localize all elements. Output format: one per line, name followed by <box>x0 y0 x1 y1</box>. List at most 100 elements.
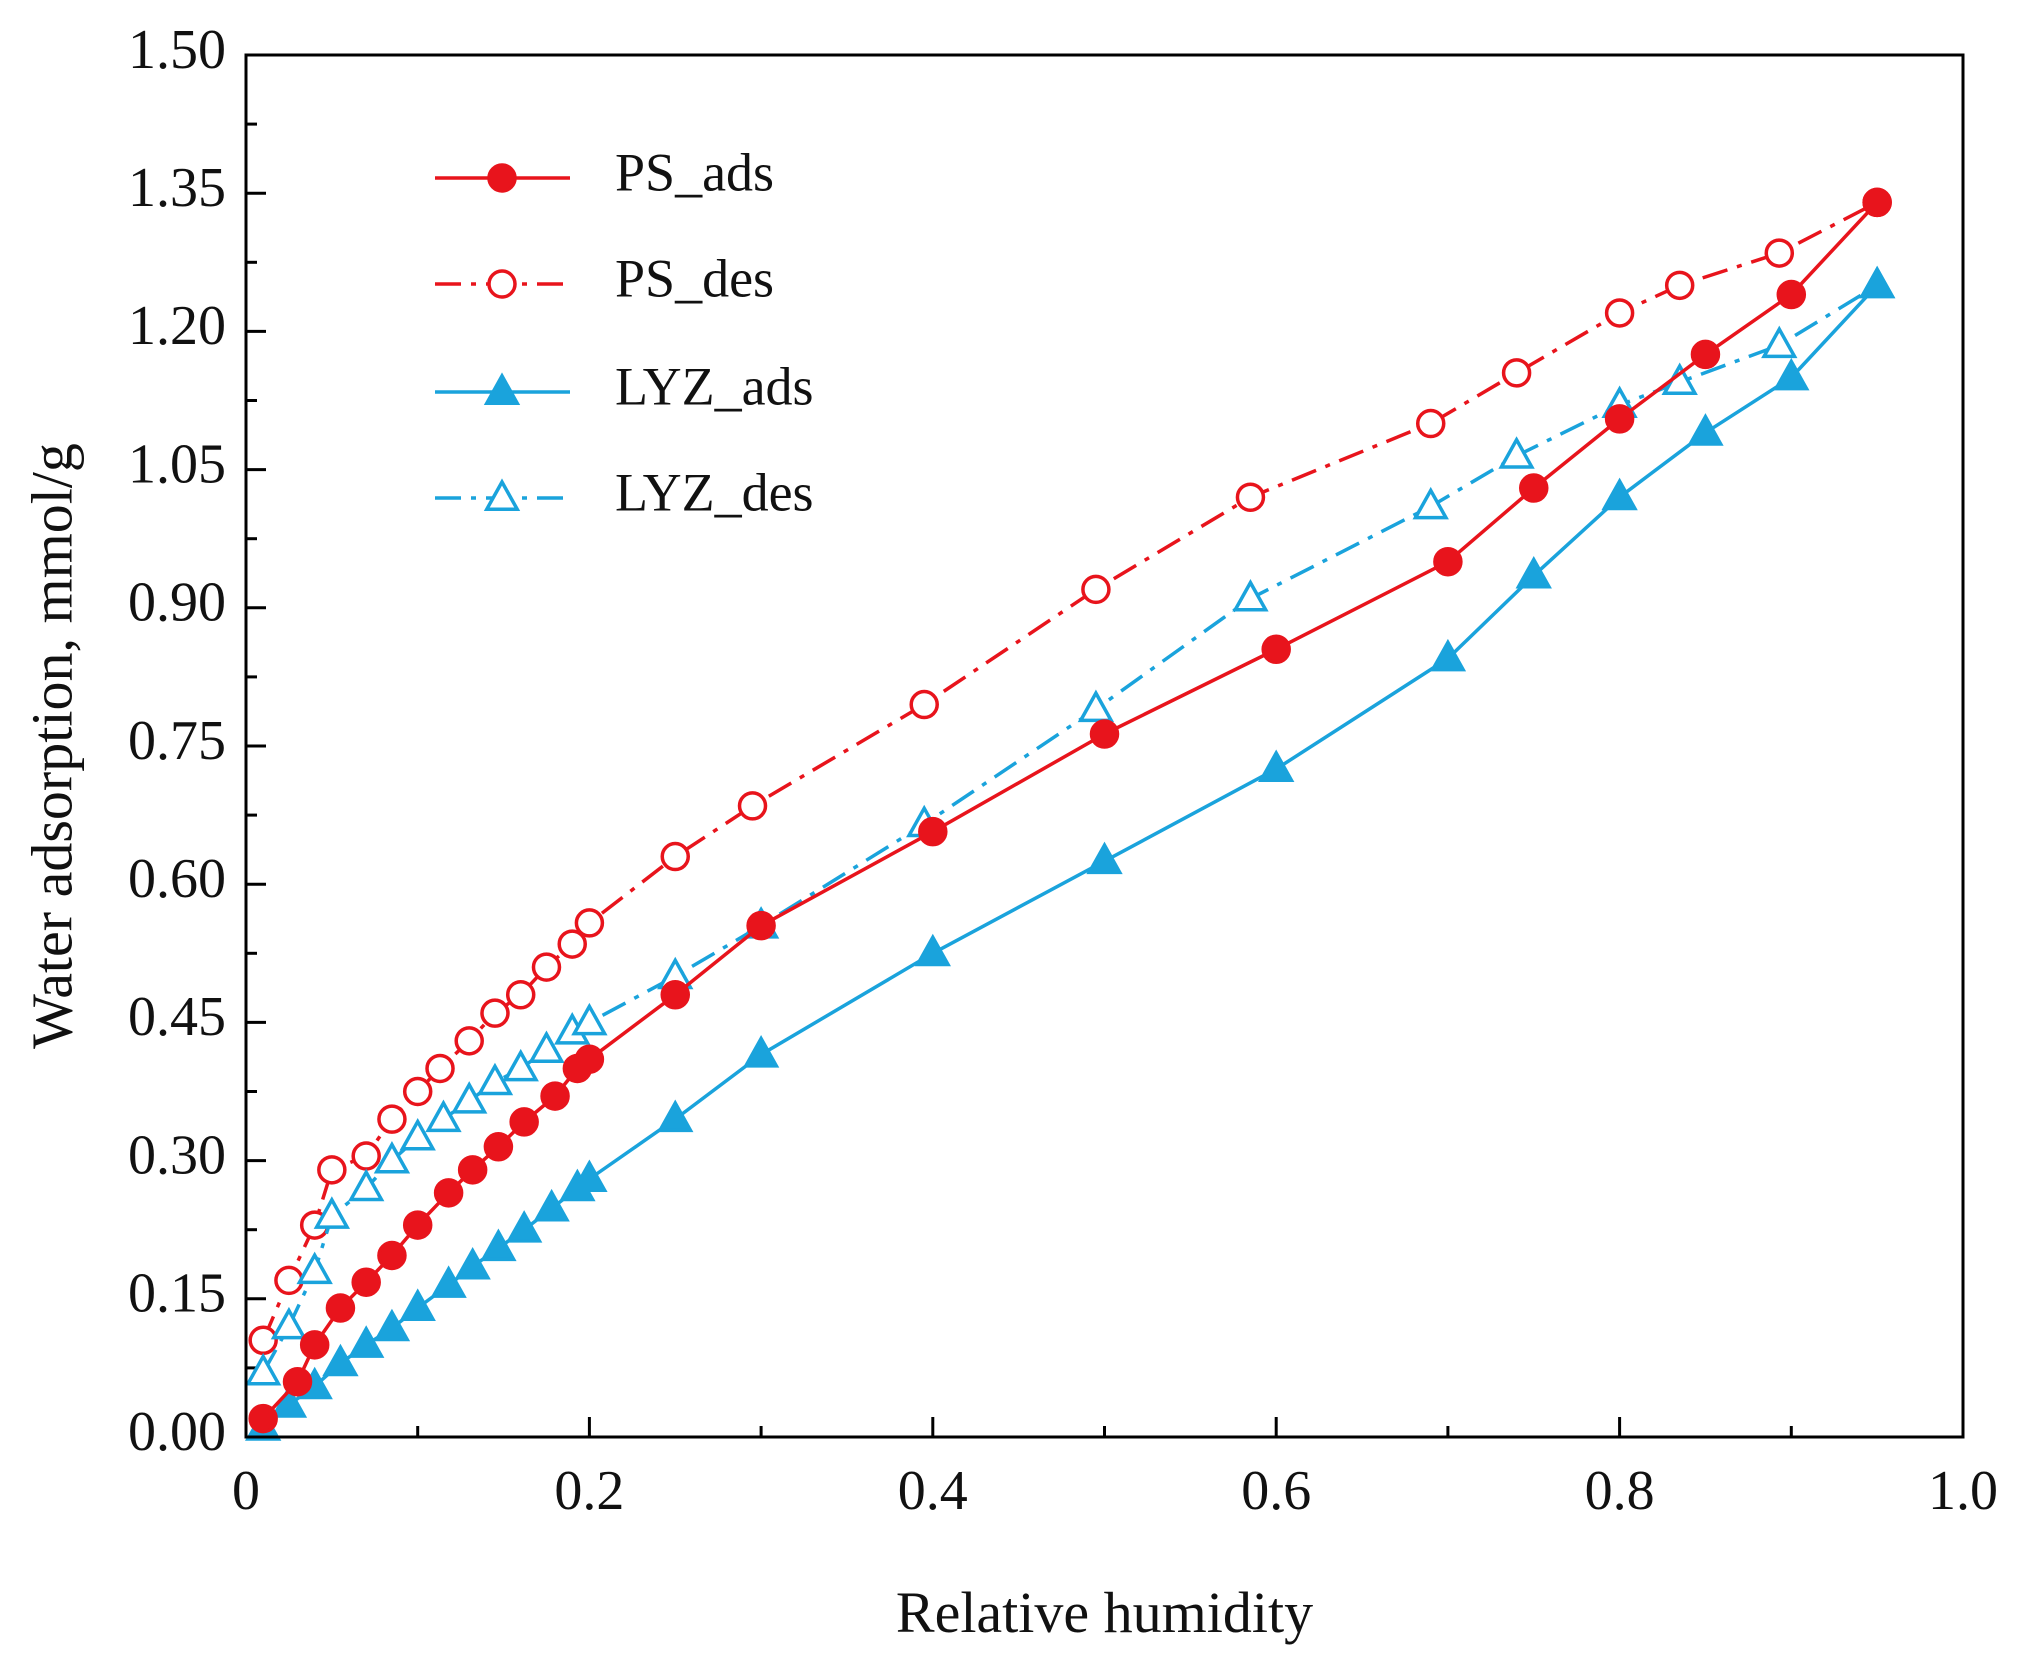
series-ps-des-point <box>425 1053 455 1084</box>
series-ps-des-point <box>402 1076 433 1107</box>
series-lyz-des-point <box>270 1306 308 1340</box>
series-ps-ads-point <box>457 1155 488 1185</box>
legend-item-lyz-des: LYZ_des <box>435 462 814 522</box>
series-lyz-ads-point <box>1258 749 1295 782</box>
series-ps-des-point <box>454 1026 484 1056</box>
series-ps-ads <box>248 187 1892 1434</box>
series-ps-ads-point <box>1261 634 1291 665</box>
series-lyz-des-point <box>399 1117 436 1151</box>
series-ps-des-point <box>660 841 690 872</box>
y-tick-label: 0.30 <box>128 1124 226 1186</box>
series-lyz-ads-point <box>657 1099 694 1133</box>
legend-label: PS_ads <box>615 142 774 202</box>
series-ps-ads-point <box>574 1044 605 1075</box>
legend-label: LYZ_ads <box>615 356 814 416</box>
series-ps-des-point <box>1604 298 1635 328</box>
series-ps-ads-point <box>540 1081 570 1111</box>
axis-ticks: 0 0.2 0.4 0.6 0.8 1.0 0.00 0.15 0.30 0.45 0.60 0.75… <box>128 19 1998 1522</box>
series-layer <box>244 187 1896 1441</box>
series-ps-des-line <box>261 200 1878 1341</box>
series-ps-des-point <box>317 1155 347 1185</box>
series-lyz-des-point <box>528 1030 565 1063</box>
series-ps-ads-point <box>1690 339 1721 370</box>
series-ps-ads-point <box>325 1293 356 1323</box>
series-lyz-des-point <box>348 1168 385 1202</box>
series-lyz-des-point <box>571 1002 608 1036</box>
legend-marker <box>483 478 521 511</box>
series-lyz-des-point <box>313 1196 351 1229</box>
series-ps-ads-point <box>351 1267 381 1297</box>
x-tick-label: 0.6 <box>1241 1460 1311 1522</box>
y-tick-label: 0.00 <box>128 1401 226 1463</box>
series-lyz-des-point <box>425 1099 462 1133</box>
series-ps-des-point <box>737 791 768 821</box>
x-tick-label: 0.8 <box>1585 1460 1655 1522</box>
legend-label: PS_des <box>615 248 774 308</box>
series-lyz-ads-point <box>270 1385 308 1418</box>
series-ps-ads-point <box>282 1366 313 1397</box>
series-lyz-ads-point <box>454 1246 491 1280</box>
series-lyz-ads-point <box>914 933 951 967</box>
series-lyz-des-point <box>373 1141 411 1174</box>
series-ps-ads-point <box>299 1330 330 1360</box>
series-ps-ads-point <box>1862 187 1892 218</box>
series-ps-des-point <box>1764 238 1795 268</box>
y-tick-label: 1.20 <box>128 295 226 357</box>
series-lyz-des-point <box>1498 436 1535 469</box>
legend-label: LYZ_des <box>615 462 814 522</box>
series-lyz-ads-point <box>742 1035 780 1068</box>
series-lyz-des-point <box>476 1062 514 1096</box>
series-ps-ads-point <box>509 1107 539 1137</box>
series-ps-ads-point <box>1776 279 1807 310</box>
series-lyz-ads-point <box>1687 413 1724 446</box>
series-lyz-des-point <box>296 1251 333 1285</box>
series-lyz-ads-point <box>1601 477 1638 511</box>
series-lyz-ads-point <box>571 1159 608 1192</box>
series-ps-des-point <box>909 689 939 720</box>
series-lyz-ads-point <box>1429 638 1467 672</box>
series-lyz-des-point <box>1077 689 1115 723</box>
series-ps-ads-point <box>483 1132 514 1162</box>
series-ps-des-point <box>557 929 587 959</box>
series-lyz-des-point <box>244 1352 282 1386</box>
series-lyz-ads <box>244 265 1896 1441</box>
series-ps-ads-point <box>1604 404 1635 434</box>
series-ps-ads-point <box>433 1178 464 1208</box>
series-lyz-ads-point <box>430 1265 467 1298</box>
series-ps-ads-point <box>1433 546 1463 577</box>
legend-marker <box>483 372 521 405</box>
series-ps-des-point <box>248 1325 278 1356</box>
series-lyz-ads-point <box>1086 841 1123 875</box>
series-ps-ads-point <box>918 816 948 847</box>
series-ps-ads-point <box>660 980 690 1010</box>
series-ps-ads-point <box>248 1403 278 1434</box>
series-ps-des-point <box>377 1104 407 1134</box>
y-tick-label: 0.15 <box>128 1263 226 1325</box>
legend-item-ps-ads: PS_ads <box>435 142 774 202</box>
series-lyz-ads-point <box>1773 357 1810 391</box>
series-lyz-ads-point <box>505 1210 543 1243</box>
series-ps-des-point <box>1501 358 1532 388</box>
series-ps-des <box>248 187 1892 1356</box>
series-lyz-ads-point <box>348 1325 385 1358</box>
series-lyz-ads-point <box>322 1343 359 1377</box>
series-ps-ads-point <box>377 1240 407 1271</box>
y-tick-label: 0.90 <box>128 572 226 634</box>
series-ps-des-point <box>1415 408 1446 439</box>
legend-item-ps-des: PS_des <box>435 248 774 308</box>
series-lyz-ads-point <box>480 1228 517 1262</box>
y-tick-label: 0.60 <box>128 848 226 910</box>
series-lyz-des <box>244 265 1896 1386</box>
y-tick-label: 0.75 <box>128 710 226 772</box>
series-ps-des-point <box>480 998 510 1028</box>
x-tick-label: 0 <box>232 1460 260 1522</box>
series-lyz-ads-point <box>1858 265 1896 299</box>
series-ps-des-point <box>351 1141 381 1171</box>
series-ps-des-point <box>531 952 562 982</box>
y-tick-label: 1.50 <box>128 19 226 81</box>
x-tick-label: 1.0 <box>1928 1460 1998 1522</box>
series-ps-des-point <box>505 980 536 1010</box>
series-lyz-ads-point <box>1515 555 1552 589</box>
series-ps-des-point <box>1081 574 1111 605</box>
